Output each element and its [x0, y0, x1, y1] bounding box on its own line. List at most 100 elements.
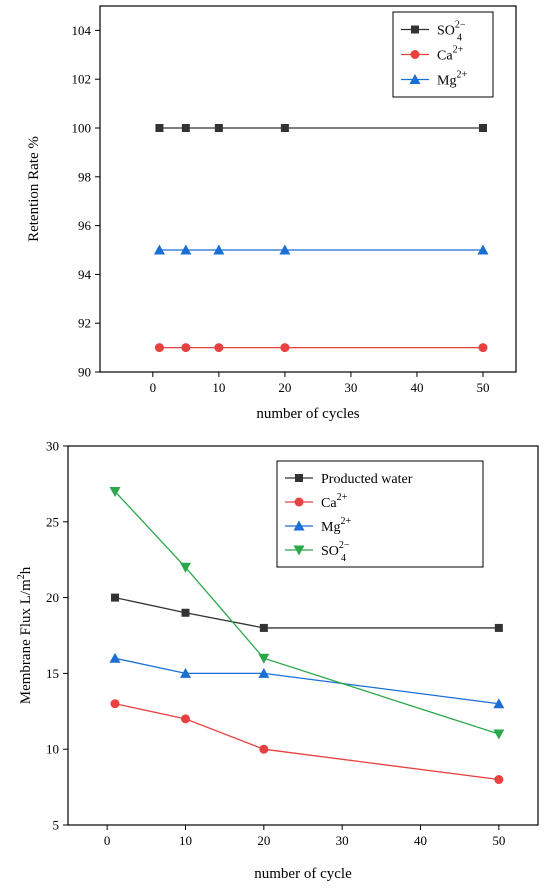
x-tick-label: 50: [476, 380, 489, 395]
data-point: [109, 652, 121, 663]
y-tick-label: 20: [46, 590, 59, 605]
y-tick-label: 104: [72, 23, 92, 38]
data-point: [493, 729, 505, 740]
legend-entry-superscript: 2−: [455, 20, 466, 31]
y-tick-label: 94: [78, 267, 92, 282]
x-tick-label: 40: [414, 833, 427, 848]
series-0: [111, 593, 503, 632]
data-point: [259, 744, 269, 754]
x-tick-label: 40: [410, 380, 423, 395]
legend-entry-superscript: 2+: [453, 45, 464, 56]
data-point: [181, 343, 191, 353]
y-tick-label: 90: [78, 365, 91, 380]
y-axis-title-text: Membrane Flux L/m: [18, 579, 34, 704]
series-1: [110, 699, 504, 785]
data-point: [181, 714, 190, 724]
data-point: [154, 343, 164, 353]
y-axis-title-superscript: 2: [16, 574, 27, 579]
y-tick-label: 96: [78, 218, 92, 233]
legend-entry: Producted water: [321, 472, 413, 487]
data-point: [153, 244, 165, 255]
legend-entry-subscript: 4: [341, 553, 346, 564]
y-tick-label: 30: [46, 439, 59, 454]
y-tick-label: 25: [46, 514, 59, 529]
legend-swatch-marker: [411, 25, 419, 34]
y-tick-label: 100: [72, 121, 92, 136]
y-tick-label: 15: [46, 666, 59, 681]
x-tick-label: 0: [104, 833, 111, 848]
data-point: [180, 244, 192, 255]
legend-swatch-marker: [295, 474, 303, 482]
plot-frame: [67, 445, 539, 826]
series-line: [114, 491, 500, 735]
membrane-flux-chart: 0 10 20 30 40 50 5 10 15 20 25 30 number of cycle Mem…: [16, 439, 539, 882]
x-tick-label: 30: [336, 833, 349, 848]
x-tick-label: 0: [150, 380, 157, 395]
series-line: [114, 657, 499, 705]
retention-rate-chart: 0 10 20 30 40 50 90 92 94 96 98 100 102 104 number of …: [26, 5, 517, 422]
legend-entry-superscript: 2−: [339, 540, 350, 551]
y-axis-title-tail: h: [18, 566, 34, 574]
data-point: [477, 244, 489, 255]
series-3: [109, 486, 505, 740]
legend-entry-superscript: 2+: [340, 516, 351, 527]
data-point: [478, 343, 488, 353]
series-0: [155, 124, 487, 132]
data-point: [493, 698, 505, 709]
legend-entry-name: Ca: [321, 496, 337, 511]
legend-box: [276, 460, 484, 568]
legend-entry-superscript: 2+: [337, 492, 348, 503]
legend-entry-subscript: 4: [457, 33, 462, 44]
data-point: [111, 593, 119, 602]
x-tick-label: 10: [212, 380, 225, 395]
legend-entry-name: Producted water: [321, 472, 413, 487]
data-point: [280, 124, 289, 132]
legend-entry: SO2− 4: [437, 20, 466, 44]
data-point: [180, 667, 191, 678]
y-tick-label: 98: [78, 169, 91, 184]
x-tick-label: 30: [344, 380, 357, 395]
x-axis-title: number of cycles: [256, 406, 359, 422]
legend-swatch-marker: [293, 520, 305, 531]
data-point: [259, 623, 268, 632]
data-point: [494, 623, 503, 632]
data-point: [181, 608, 190, 617]
plot-frame: [99, 5, 517, 373]
legend-swatch-marker: [409, 74, 421, 84]
data-point: [213, 244, 225, 255]
data-point: [180, 562, 191, 573]
data-point: [181, 124, 190, 132]
legend-swatch-marker: [293, 545, 305, 556]
data-point: [258, 667, 270, 678]
legend-entry: Mg2+: [437, 70, 467, 89]
y-axis-title: Membrane Flux L/m2h: [16, 566, 34, 704]
series-line: [114, 596, 499, 629]
data-point: [478, 124, 487, 132]
data-point: [214, 343, 224, 353]
series-2: [153, 244, 489, 255]
legend-entry: SO2− 4: [321, 540, 350, 564]
legend-swatch-marker: [294, 497, 304, 507]
data-point: [110, 699, 120, 709]
y-tick-label: 102: [72, 72, 92, 87]
data-point: [214, 124, 223, 132]
legend-entry-name: Ca: [437, 49, 453, 64]
y-axis-title-text: Retention Rate %: [26, 136, 42, 242]
data-point: [280, 343, 290, 353]
x-tick-label: 50: [492, 833, 505, 848]
legend-entry: Ca2+: [321, 492, 348, 511]
y-tick-label: 10: [46, 742, 59, 757]
x-tick-label: 10: [179, 833, 192, 848]
series-1: [154, 343, 488, 353]
x-tick-label: 20: [278, 380, 291, 395]
data-point: [258, 653, 270, 664]
legend-swatch-marker: [410, 50, 420, 59]
y-tick-label: 5: [53, 818, 60, 833]
y-tick-label: 92: [78, 316, 91, 331]
data-point: [279, 244, 291, 255]
legend-entry-superscript: 2+: [456, 70, 467, 81]
legend-entry-name: SO: [437, 24, 455, 39]
data-point: [155, 124, 164, 132]
